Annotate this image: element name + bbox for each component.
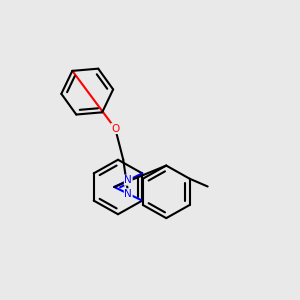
Text: N: N <box>124 175 132 185</box>
Text: O: O <box>111 124 119 134</box>
Text: N: N <box>124 189 132 199</box>
